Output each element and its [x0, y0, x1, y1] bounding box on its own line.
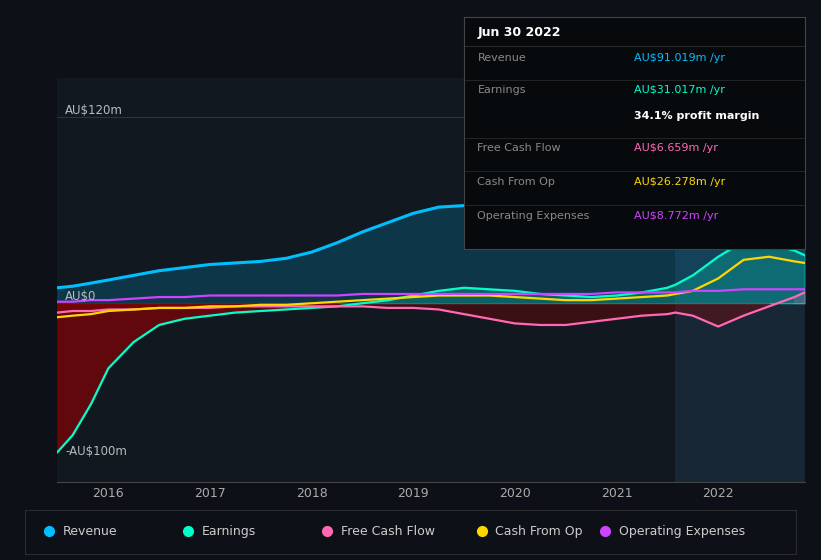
Text: AU$6.659m /yr: AU$6.659m /yr [635, 143, 718, 153]
Text: AU$120m: AU$120m [65, 104, 123, 117]
Text: -AU$100m: -AU$100m [65, 445, 126, 458]
Text: Revenue: Revenue [478, 53, 526, 63]
Text: Revenue: Revenue [63, 525, 118, 538]
Text: Operating Expenses: Operating Expenses [619, 525, 745, 538]
Text: Earnings: Earnings [478, 85, 526, 95]
Text: Jun 30 2022: Jun 30 2022 [478, 26, 561, 39]
Text: AU$26.278m /yr: AU$26.278m /yr [635, 177, 726, 187]
Text: 34.1% profit margin: 34.1% profit margin [635, 111, 759, 121]
Text: Cash From Op: Cash From Op [478, 177, 555, 187]
Text: Earnings: Earnings [202, 525, 256, 538]
Text: AU$91.019m /yr: AU$91.019m /yr [635, 53, 725, 63]
Text: Operating Expenses: Operating Expenses [478, 211, 589, 221]
Bar [676, 78, 805, 482]
Text: AU$0: AU$0 [65, 290, 96, 304]
Text: AU$8.772m /yr: AU$8.772m /yr [635, 211, 718, 221]
Text: Free Cash Flow: Free Cash Flow [341, 525, 435, 538]
Text: Free Cash Flow: Free Cash Flow [478, 143, 561, 153]
Text: AU$31.017m /yr: AU$31.017m /yr [635, 85, 725, 95]
Text: Cash From Op: Cash From Op [495, 525, 583, 538]
